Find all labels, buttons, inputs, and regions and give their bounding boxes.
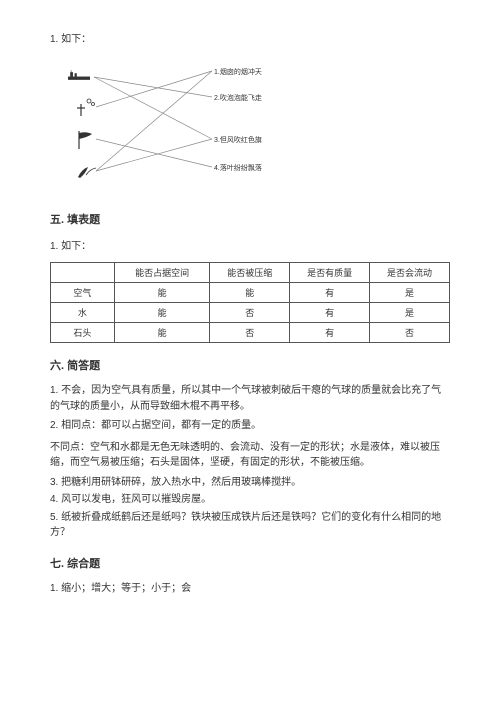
answer-text: 4. 风可以发电，狂风可以摧毁房屋。	[50, 492, 450, 508]
th: 能否占据空间	[114, 263, 210, 283]
td: 能	[114, 303, 210, 323]
td: 空气	[51, 283, 115, 303]
diagram-label: 1.烟囱的烟冲天	[214, 67, 262, 77]
td: 是	[370, 283, 450, 303]
bubble-icon	[76, 101, 98, 115]
th: 是否会流动	[370, 263, 450, 283]
td: 否	[210, 323, 290, 343]
table-row: 空气能能有是	[51, 283, 450, 303]
table-row: 水能否有是	[51, 303, 450, 323]
answer-1: 1. 不会，因为空气具有质量，所以其中一个气球被刺破后干瘪的气球的质量就会比充了…	[50, 383, 450, 414]
diagram-label: 2.吹泡泡能飞走	[214, 93, 262, 103]
section-5-intro: 1. 如下：	[50, 237, 450, 252]
td: 是	[370, 303, 450, 323]
td: 有	[290, 323, 370, 343]
td: 否	[370, 323, 450, 343]
td: 石头	[51, 323, 115, 343]
answer-text: 1. 不会，因为空气具有质量，所以其中一个气球被刺破后干瘪的气球的质量就会比充了…	[50, 383, 450, 414]
th: 能否被压缩	[210, 263, 290, 283]
answer-text: 1. 缩小；增大；等于；小于；会	[50, 581, 450, 597]
diagram-label: 4.落叶纷纷飘落	[214, 163, 262, 173]
intro-line: 1. 如下：	[50, 30, 450, 45]
answer-text: 5. 纸被折叠成纸鹤后还是纸吗？铁块被压成铁片后还是铁吗？它们的变化有什么相同的…	[50, 510, 450, 541]
section-6-heading: 六. 简答题	[50, 357, 450, 373]
section-7-heading: 七. 综合题	[50, 555, 450, 571]
table-row: 石头能否有否	[51, 323, 450, 343]
properties-table: 能否占据空间 能否被压缩 是否有质量 是否会流动 空气能能有是水能否有是石头能否…	[50, 262, 450, 343]
answer-text: 不同点：空气和水都是无色无味透明的、会流动、没有一定的形状；水是液体，难以被压缩…	[50, 440, 450, 471]
td: 能	[210, 283, 290, 303]
chimney-icon	[68, 69, 90, 83]
td: 能	[114, 323, 210, 343]
answer-text: 3. 把糖利用研钵研碎，放入热水中，然后用玻璃棒搅拌。	[50, 475, 450, 491]
td: 能	[114, 283, 210, 303]
td: 有	[290, 283, 370, 303]
th: 是否有质量	[290, 263, 370, 283]
td: 有	[290, 303, 370, 323]
answer-3-4-5: 3. 把糖利用研钵研碎，放入热水中，然后用玻璃棒搅拌。 4. 风可以发电，狂风可…	[50, 475, 450, 541]
leaf-icon	[76, 165, 98, 179]
section-5-heading: 五. 填表题	[50, 211, 450, 227]
th	[51, 263, 115, 283]
table-header-row: 能否占据空间 能否被压缩 是否有质量 是否会流动	[51, 263, 450, 283]
td: 水	[51, 303, 115, 323]
diagram-label: 3.但风吹红色旗	[214, 135, 262, 145]
answer-text: 2. 相同点：都可以占据空间，都有一定的质量。	[50, 418, 450, 434]
td: 否	[210, 303, 290, 323]
answer-2: 2. 相同点：都可以占据空间，都有一定的质量。 不同点：空气和水都是无色无味透明…	[50, 418, 450, 471]
flag-icon	[76, 133, 98, 147]
answer-7-1: 1. 缩小；增大；等于；小于；会	[50, 581, 450, 597]
matching-diagram: 1.烟囱的烟冲天 2.吹泡泡能飞走 3.但风吹红色旗 4.落叶纷纷飘落	[50, 63, 310, 193]
